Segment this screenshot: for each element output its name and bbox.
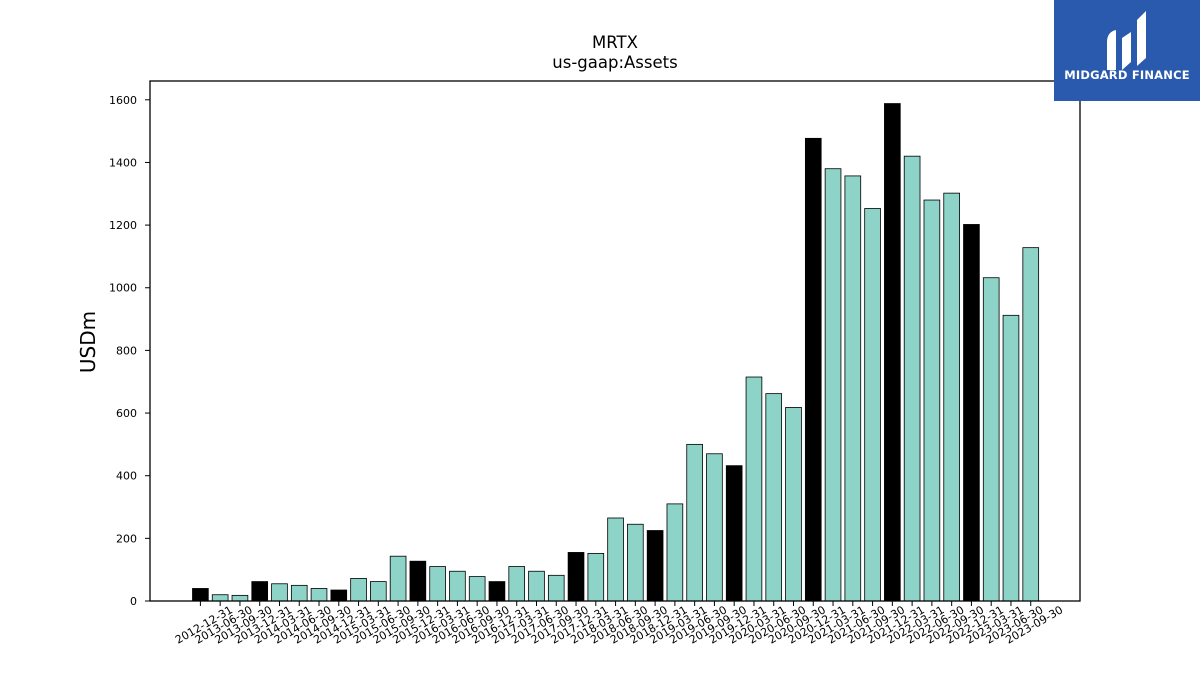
y-axis-label: USDm [76, 311, 100, 373]
y-tick-label: 200 [116, 532, 137, 545]
bar-2016-09-30 [468, 576, 486, 602]
y-tick-label: 1600 [109, 94, 137, 107]
bar-2019-06-30 [686, 443, 703, 602]
bar-2014-12-31 [330, 589, 348, 602]
bar-2017-09-30 [547, 574, 565, 602]
y-tick-label: 600 [116, 407, 137, 420]
bar-2019-12-31 [725, 465, 743, 602]
bar-2013-12-31 [251, 581, 269, 602]
plot-frame [149, 80, 1081, 602]
bar-2015-03-31 [350, 578, 367, 602]
bar-2018-09-30 [627, 523, 644, 602]
bar-2023-09-30 [1022, 247, 1040, 602]
x-ticks-group: 2012-12-312013-06-302013-09-302013-12-31… [173, 601, 1065, 647]
bar-2021-09-30 [864, 208, 881, 602]
bar-2017-03-31 [508, 566, 526, 602]
bar-2018-12-31 [646, 530, 664, 602]
bar-2013-09-30 [231, 594, 249, 602]
bar-2023-06-30 [1002, 314, 1020, 602]
bar-2020-06-30 [765, 393, 783, 602]
y-tick-label: 1000 [109, 282, 137, 295]
bar-2016-06-30 [449, 570, 466, 602]
bar-2015-12-31 [409, 560, 427, 602]
bar-2015-06-30 [370, 581, 387, 602]
bar-2019-03-31 [666, 503, 684, 602]
bar-2021-12-31 [884, 103, 901, 602]
bar-2020-09-30 [785, 407, 802, 602]
bar-2016-03-31 [429, 566, 446, 602]
chart-subtitle: us-gaap:Assets [552, 53, 677, 72]
bar-2022-09-30 [943, 192, 960, 602]
bar-2018-03-31 [587, 552, 605, 602]
y-tick-label: 400 [116, 470, 137, 483]
bar-2015-09-30 [389, 555, 407, 602]
y-tick-label: 800 [116, 344, 137, 357]
bar-2014-09-30 [310, 588, 328, 602]
y-tick-label: 0 [130, 595, 137, 608]
y-tick-label: 1400 [109, 156, 137, 169]
bar-2022-03-31 [903, 155, 921, 602]
bar-2014-06-30 [290, 584, 308, 602]
bar-2020-03-31 [745, 376, 763, 602]
bar-2023-03-31 [982, 277, 1000, 602]
chart-title: MRTX [592, 33, 638, 52]
bar-2016-12-31 [488, 581, 506, 602]
logo-text: MIDGARD FINANCE [1064, 68, 1190, 82]
bar-2013-06-30 [211, 594, 229, 602]
bar-2021-06-30 [844, 175, 862, 602]
y-ticks-group: 0 200 400 600 800 1000 1200 1400 1600 [109, 94, 150, 608]
bar-2019-09-30 [706, 453, 723, 602]
bar-2021-03-31 [824, 168, 842, 602]
bar-2018-06-30 [607, 517, 624, 602]
bar-2017-12-31 [567, 552, 585, 602]
midgard-logo-mark-icon [1107, 11, 1146, 70]
bar-2012-12-31 [192, 588, 209, 602]
y-tick-label: 1200 [109, 219, 137, 232]
bar-2017-06-30 [528, 570, 545, 602]
bar-2022-06-30 [923, 199, 941, 602]
bar-2022-12-31 [963, 224, 980, 602]
bar-2014-03-31 [271, 583, 288, 602]
bars-group [192, 103, 1040, 602]
bar-2020-12-31 [804, 137, 822, 602]
midgard-finance-logo: MIDGARD FINANCE [1054, 0, 1200, 101]
